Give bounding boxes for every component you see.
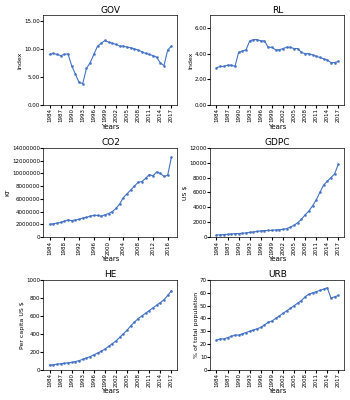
Y-axis label: US $: US $ [183,185,188,200]
Title: GOV: GOV [100,6,120,14]
X-axis label: Years: Years [268,124,287,130]
Y-axis label: KT: KT [6,189,10,196]
X-axis label: Years: Years [101,256,120,262]
X-axis label: Years: Years [268,256,287,262]
Title: URB: URB [268,270,287,279]
Title: RL: RL [272,6,283,14]
X-axis label: Years: Years [268,388,287,394]
Y-axis label: Index: Index [18,51,23,69]
X-axis label: Years: Years [101,124,120,130]
Title: HE: HE [104,270,117,279]
Y-axis label: Index: Index [188,51,193,69]
X-axis label: Years: Years [101,388,120,394]
Y-axis label: % of total population: % of total population [194,292,198,358]
Title: GDPC: GDPC [265,138,290,147]
Title: CO2: CO2 [101,138,120,147]
Y-axis label: Per capita US $: Per capita US $ [20,301,25,349]
